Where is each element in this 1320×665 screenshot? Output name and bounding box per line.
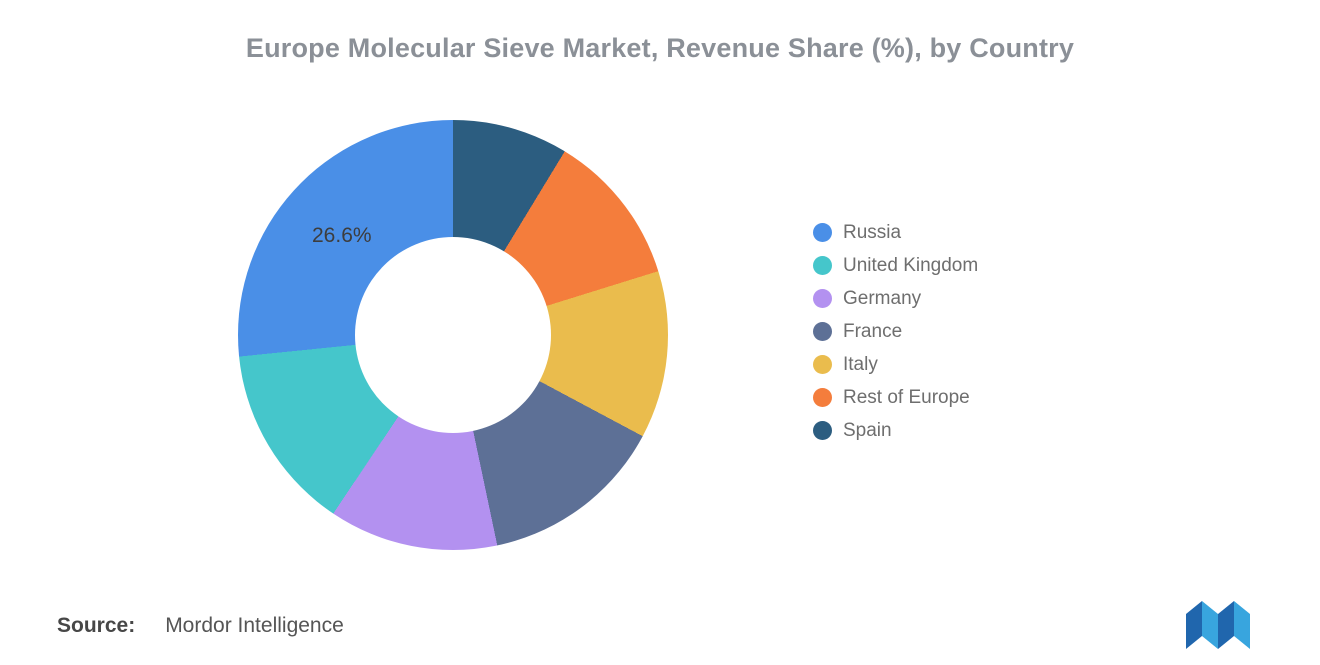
legend-label: United Kingdom [843, 254, 979, 276]
legend-swatch-icon [813, 421, 832, 440]
donut-chart-area: 26.6% [238, 120, 668, 550]
legend-item-united-kingdom[interactable]: United Kingdom [813, 249, 978, 282]
legend-swatch-icon [813, 322, 832, 341]
source-line: Source: Mordor Intelligence [57, 614, 344, 638]
legend: Russia United Kingdom Germany France Italy Re… [813, 216, 978, 447]
legend-label: Russia [843, 221, 902, 243]
mordor-intelligence-logo [1186, 601, 1250, 649]
legend-label: Spain [843, 419, 892, 441]
legend-item-italy[interactable]: Italy [813, 348, 978, 381]
russia-slice-data-label: 26.6% [312, 224, 372, 247]
legend-swatch-icon [813, 223, 832, 242]
legend-swatch-icon [813, 256, 832, 275]
legend-swatch-icon [813, 388, 832, 407]
source-label: Source: [57, 614, 136, 637]
legend-label: Italy [843, 353, 878, 375]
legend-swatch-icon [813, 355, 832, 374]
legend-swatch-icon [813, 289, 832, 308]
legend-item-spain[interactable]: Spain [813, 414, 978, 447]
donut-chart[interactable] [238, 120, 668, 550]
chart-title: Europe Molecular Sieve Market, Revenue S… [245, 33, 1075, 63]
legend-item-rest-of-europe[interactable]: Rest of Europe [813, 381, 978, 414]
legend-label: Rest of Europe [843, 386, 970, 408]
legend-item-germany[interactable]: Germany [813, 282, 978, 315]
source-value: Mordor Intelligence [165, 614, 344, 637]
legend-label: France [843, 320, 903, 342]
legend-item-russia[interactable]: Russia [813, 216, 978, 249]
legend-item-france[interactable]: France [813, 315, 978, 348]
legend-label: Germany [843, 287, 922, 309]
